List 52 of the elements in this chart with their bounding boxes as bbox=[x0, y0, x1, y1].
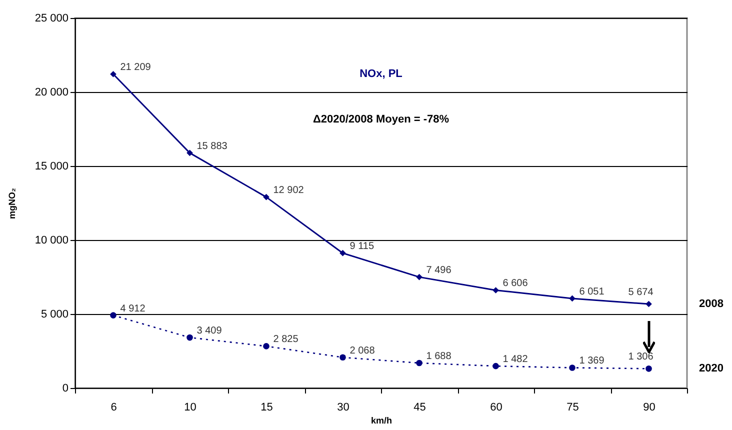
data-label: 1 306 bbox=[628, 352, 654, 363]
x-axis-title: km/h bbox=[370, 416, 392, 426]
point bbox=[492, 287, 499, 294]
data-label: 12 902 bbox=[273, 185, 304, 196]
x-tick-label: 90 bbox=[643, 402, 656, 414]
data-label: 2 825 bbox=[273, 334, 299, 346]
x-tick-label: 75 bbox=[566, 402, 579, 414]
point bbox=[569, 364, 576, 371]
y-axis-title: mgNO₂ bbox=[6, 188, 17, 219]
point bbox=[416, 274, 422, 280]
x-tick-label: 10 bbox=[184, 402, 196, 414]
y-tick-label: 5 000 bbox=[40, 308, 68, 320]
x-tick-label: 45 bbox=[414, 402, 426, 414]
text: 2008 bbox=[699, 298, 724, 310]
data-label: 7 496 bbox=[426, 265, 452, 276]
text: 2020 bbox=[699, 362, 724, 375]
point bbox=[492, 362, 499, 370]
data-label: 5 674 bbox=[628, 287, 654, 298]
x-tick-label: 30 bbox=[337, 402, 350, 414]
point bbox=[263, 194, 270, 200]
point bbox=[646, 366, 652, 372]
data-label: 2 068 bbox=[350, 345, 376, 356]
x-tick-label: 6 bbox=[110, 402, 117, 414]
point bbox=[186, 334, 193, 341]
y-tick-label: 10 000 bbox=[34, 234, 68, 246]
text: NOx, PL bbox=[360, 68, 403, 80]
data-label: 3 409 bbox=[196, 326, 222, 337]
point bbox=[416, 360, 422, 366]
data-label: 21 209 bbox=[120, 62, 152, 74]
y-tick-label: 20 000 bbox=[34, 86, 68, 98]
point bbox=[646, 300, 652, 308]
point bbox=[340, 354, 346, 361]
point bbox=[186, 150, 193, 156]
data-label: 1 482 bbox=[502, 354, 528, 366]
data-label: 4 912 bbox=[120, 303, 146, 314]
y-tick-label: 15 000 bbox=[34, 160, 68, 172]
data-label: 1 688 bbox=[426, 351, 452, 362]
data-label: 1 369 bbox=[579, 356, 605, 367]
data-label: 15 883 bbox=[196, 140, 228, 152]
data-label: 6 606 bbox=[502, 278, 528, 290]
data-label: 6 051 bbox=[579, 286, 605, 298]
point bbox=[340, 250, 346, 256]
point bbox=[569, 295, 576, 302]
y-tick-label: 0 bbox=[62, 382, 68, 394]
y-tick-label: 25 000 bbox=[34, 12, 68, 24]
annotation: Δ2020/2008 Moyen = -78% bbox=[312, 113, 450, 126]
x-tick-label: 15 bbox=[260, 402, 273, 414]
x-tick-label: 60 bbox=[490, 402, 502, 414]
point bbox=[110, 70, 116, 78]
data-label: 9 115 bbox=[350, 241, 374, 252]
point bbox=[263, 343, 270, 350]
point bbox=[110, 312, 116, 318]
